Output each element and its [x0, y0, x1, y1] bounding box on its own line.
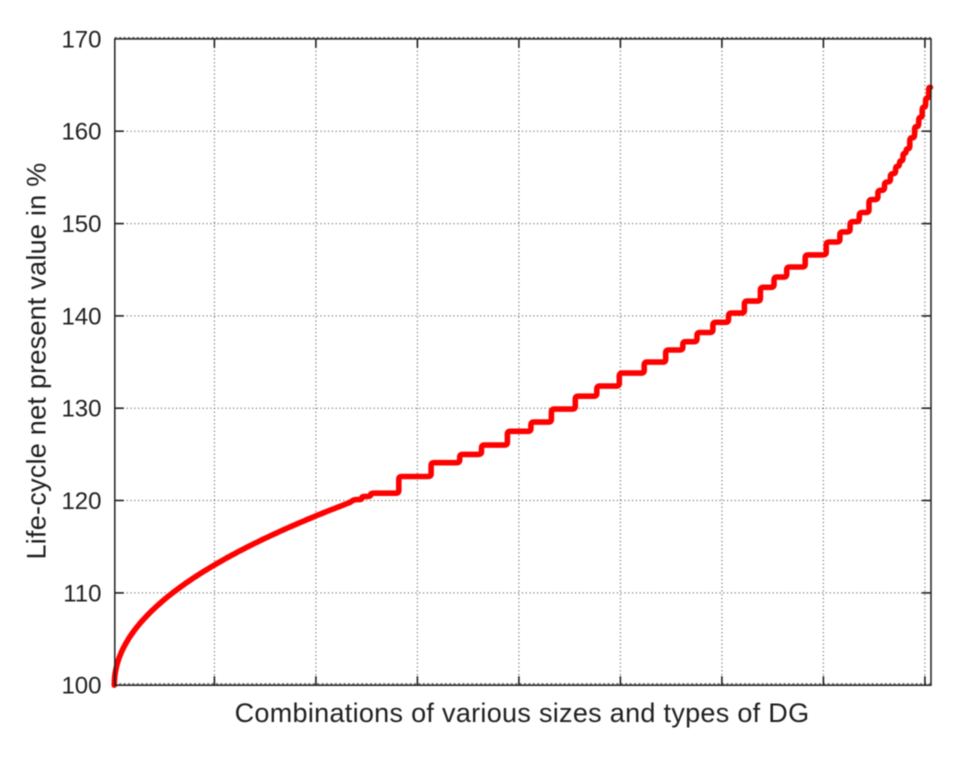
- svg-text:110: 110: [63, 580, 101, 607]
- svg-text:130: 130: [61, 396, 101, 423]
- svg-text:Life-cycle net present value i: Life-cycle net present value in %: [22, 163, 52, 560]
- svg-text:120: 120: [61, 488, 101, 515]
- svg-text:150: 150: [61, 211, 101, 238]
- svg-text:160: 160: [61, 119, 101, 146]
- svg-text:170: 170: [61, 26, 101, 53]
- svg-text:Combinations of various sizes: Combinations of various sizes and types …: [235, 698, 810, 728]
- svg-text:100: 100: [61, 673, 101, 700]
- svg-text:140: 140: [61, 303, 101, 330]
